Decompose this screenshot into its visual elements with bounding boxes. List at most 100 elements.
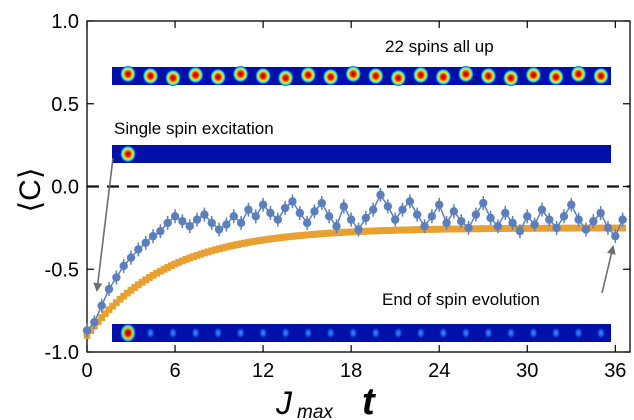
inset-single-spin-excitation: [112, 145, 611, 163]
x-axis-label-main: J: [275, 385, 293, 420]
orange-square-marker: [178, 257, 186, 265]
orange-square-marker: [241, 239, 249, 247]
inset-spot: [277, 69, 294, 87]
orange-square-marker: [384, 227, 392, 234]
inset-spot: [191, 327, 201, 339]
x-axis-label: J max t: [275, 381, 376, 420]
series-orange: [83, 224, 627, 339]
blue-circle-marker: [390, 215, 400, 224]
orange-square-marker: [571, 224, 579, 232]
y-tick-label: 1.0: [51, 11, 79, 33]
orange-square-marker: [120, 292, 128, 300]
blue-circle-marker: [295, 208, 304, 218]
blue-circle-marker: [251, 212, 260, 221]
orange-square-marker: [611, 224, 619, 232]
blue-circle-marker: [361, 213, 371, 223]
orange-square-marker: [289, 232, 296, 240]
orange-square-marker: [186, 254, 194, 262]
orange-square-marker: [101, 310, 109, 317]
inset-spot: [168, 327, 178, 339]
blue-circle-marker: [574, 215, 583, 224]
orange-square-marker: [296, 232, 304, 239]
inset-spot: [146, 327, 156, 339]
orange-square-marker: [406, 226, 414, 234]
orange-square-marker: [373, 227, 381, 235]
orange-square-marker: [278, 234, 285, 241]
x-tick-label: 36: [604, 360, 626, 382]
blue-circle-marker: [214, 225, 224, 234]
orange-square-marker: [523, 224, 531, 232]
y-axis-label: ⟨C⟩: [14, 167, 47, 212]
blue-circle-marker: [442, 218, 451, 228]
orange-square-marker: [325, 229, 333, 237]
orange-square-marker: [366, 227, 373, 235]
inset-spot: [573, 327, 583, 339]
orange-square-marker: [597, 224, 605, 232]
inset-spot: [506, 327, 516, 339]
orange-square-marker: [351, 228, 359, 236]
blue-circle-marker: [405, 197, 415, 206]
blue-circle-marker: [435, 200, 444, 209]
inset-spot: [322, 68, 339, 86]
orange-square-marker: [413, 226, 421, 234]
blue-circle-marker: [471, 210, 481, 219]
orange-square-marker: [237, 240, 245, 248]
orange-square-marker: [230, 241, 238, 249]
orange-square-marker: [538, 224, 546, 232]
inset-spot: [461, 327, 471, 339]
blue-circle-marker: [82, 326, 92, 335]
blue-circle-marker: [192, 215, 202, 224]
orange-square-marker: [145, 274, 153, 281]
orange-square-marker: [534, 224, 542, 232]
orange-square-marker: [446, 225, 454, 233]
orange-square-marker: [424, 226, 432, 233]
x-tick-label: 30: [516, 360, 538, 382]
x-tick-label: 0: [81, 360, 92, 382]
orange-square-marker: [256, 237, 263, 244]
orange-square-marker: [399, 226, 406, 234]
inset-spot: [187, 66, 204, 84]
inset-spot: [120, 65, 136, 83]
orange-square-marker: [223, 243, 230, 251]
orange-square-marker: [410, 226, 417, 234]
orange-square-marker: [252, 237, 260, 245]
orange-square-marker: [175, 259, 183, 266]
orange-square-marker: [259, 236, 267, 244]
blue-circle-marker: [383, 202, 393, 211]
blue-circle-marker: [324, 212, 334, 221]
inset-spot: [348, 327, 358, 339]
blue-circle-marker: [449, 207, 459, 216]
inset-spot: [255, 67, 272, 85]
inset-spot: [412, 66, 429, 84]
blue-circle-marker: [310, 207, 319, 216]
blue-circle-marker: [420, 222, 429, 231]
orange-square-marker: [204, 248, 212, 256]
inset-spot: [390, 69, 407, 87]
blue-circle-marker: [567, 200, 576, 209]
blue-circle-marker: [266, 208, 275, 218]
inset-spot: [393, 327, 403, 339]
blue-circle-marker: [317, 198, 327, 208]
inset-spot: [551, 327, 561, 339]
orange-square-marker: [322, 230, 329, 237]
orange-square-marker: [245, 239, 252, 246]
blue-circle-marker: [119, 261, 128, 271]
blue-circle-marker: [589, 217, 598, 226]
annotation-end-evolution: End of spin evolution: [382, 290, 540, 309]
orange-square-marker: [105, 306, 113, 314]
blue-circle-marker: [222, 220, 231, 229]
orange-square-marker: [248, 238, 256, 246]
inset-spot: [435, 68, 452, 86]
orange-square-marker: [435, 225, 443, 233]
orange-square-marker: [501, 225, 509, 232]
y-tick-label: -0.5: [45, 259, 79, 281]
x-tick-label: 12: [252, 360, 274, 382]
inset-spot: [416, 327, 426, 339]
x-tick-label: 18: [340, 360, 362, 382]
orange-square-marker: [131, 284, 139, 291]
blue-circle-marker: [134, 245, 143, 254]
inset-22-spins-all-up: [112, 65, 611, 87]
orange-square-marker: [362, 227, 370, 235]
orange-square-marker: [340, 228, 348, 236]
inset-spot: [281, 327, 291, 339]
